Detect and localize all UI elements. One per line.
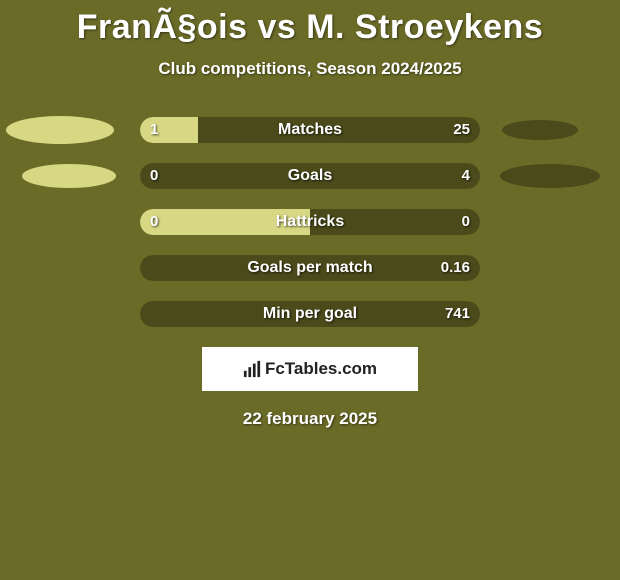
stat-row: 741Min per goal <box>0 301 620 327</box>
left-ellipse <box>22 164 116 188</box>
right-ellipse <box>500 164 600 188</box>
page-title: FranÃ§ois vs M. Stroeykens <box>0 0 620 47</box>
stats-container: 125Matches 04Goals 00Hattricks 0.16Goals pe… <box>0 117 620 327</box>
stat-row: 0.16Goals per match <box>0 255 620 281</box>
date-label: 22 february 2025 <box>0 409 620 429</box>
stat-label: Matches <box>140 117 480 143</box>
left-ellipse <box>6 116 114 144</box>
stat-row: 04Goals <box>0 163 620 189</box>
stat-label: Min per goal <box>140 301 480 327</box>
brand-box[interactable]: FcTables.com <box>202 347 418 391</box>
subtitle: Club competitions, Season 2024/2025 <box>0 59 620 79</box>
brand-text: FcTables.com <box>265 359 377 379</box>
bar-chart-icon <box>243 360 261 378</box>
stat-label: Hattricks <box>140 209 480 235</box>
stat-row: 00Hattricks <box>0 209 620 235</box>
right-ellipse <box>502 120 578 140</box>
stat-row: 125Matches <box>0 117 620 143</box>
stat-label: Goals per match <box>140 255 480 281</box>
stat-label: Goals <box>140 163 480 189</box>
